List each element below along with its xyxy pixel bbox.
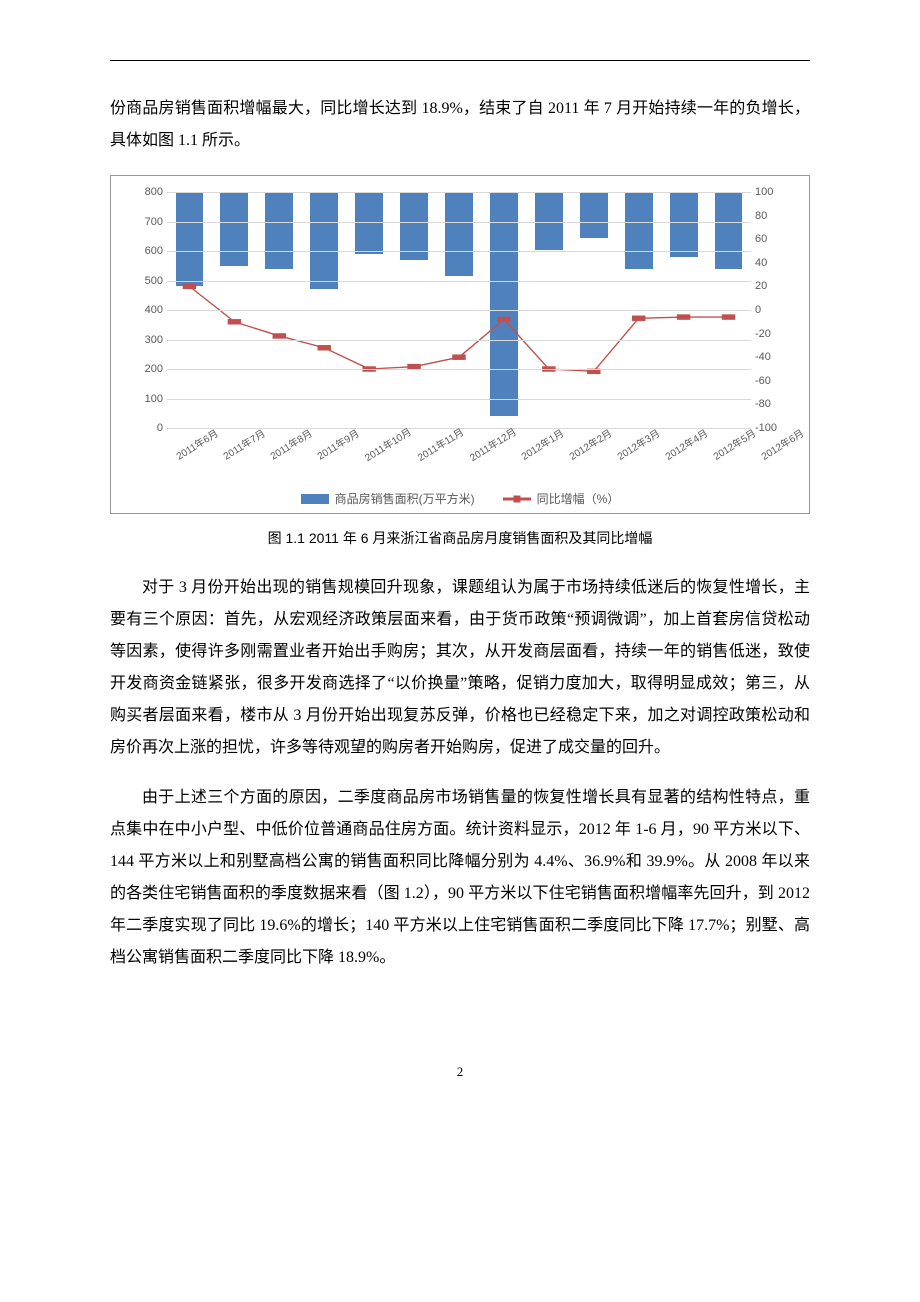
legend-label-bar: 商品房销售面积(万平方米) [335, 490, 475, 507]
figure-1-1: 0100200300400500600700800-100-80-60-40-2… [110, 175, 810, 514]
paragraph-3: 由于上述三个方面的原因，二季度商品房市场销售量的恢复性增长具有显著的结构性特点，… [110, 782, 810, 974]
figure-caption: 图 1.1 2011 年 6 月来浙江省商品房月度销售面积及其同比增幅 [110, 528, 810, 548]
legend-label-line: 同比增幅（%） [537, 490, 620, 507]
header-rule [110, 60, 810, 61]
chart-plot-area: 0100200300400500600700800-100-80-60-40-2… [119, 184, 801, 484]
chart-legend: 商品房销售面积(万平方米) 同比增幅（%） [119, 484, 801, 509]
legend-item-line: 同比增幅（%） [503, 490, 620, 507]
legend-swatch-line [503, 493, 531, 505]
paragraph-2: 对于 3 月份开始出现的销售规模回升现象，课题组认为属于市场持续低迷后的恢复性增… [110, 572, 810, 764]
legend-swatch-bar [301, 494, 329, 504]
document-page: 份商品房销售面积增幅最大，同比增长达到 18.9%，结束了自 2011 年 7 … [0, 0, 920, 1120]
plot-region: 0100200300400500600700800-100-80-60-40-2… [167, 192, 751, 428]
x-axis-labels: 2011年6月2011年7月2011年8月2011年9月2011年10月2011… [167, 434, 751, 484]
legend-item-bar: 商品房销售面积(万平方米) [301, 490, 475, 507]
paragraph-1: 份商品房销售面积增幅最大，同比增长达到 18.9%，结束了自 2011 年 7 … [110, 93, 810, 157]
page-number: 2 [110, 1064, 810, 1080]
